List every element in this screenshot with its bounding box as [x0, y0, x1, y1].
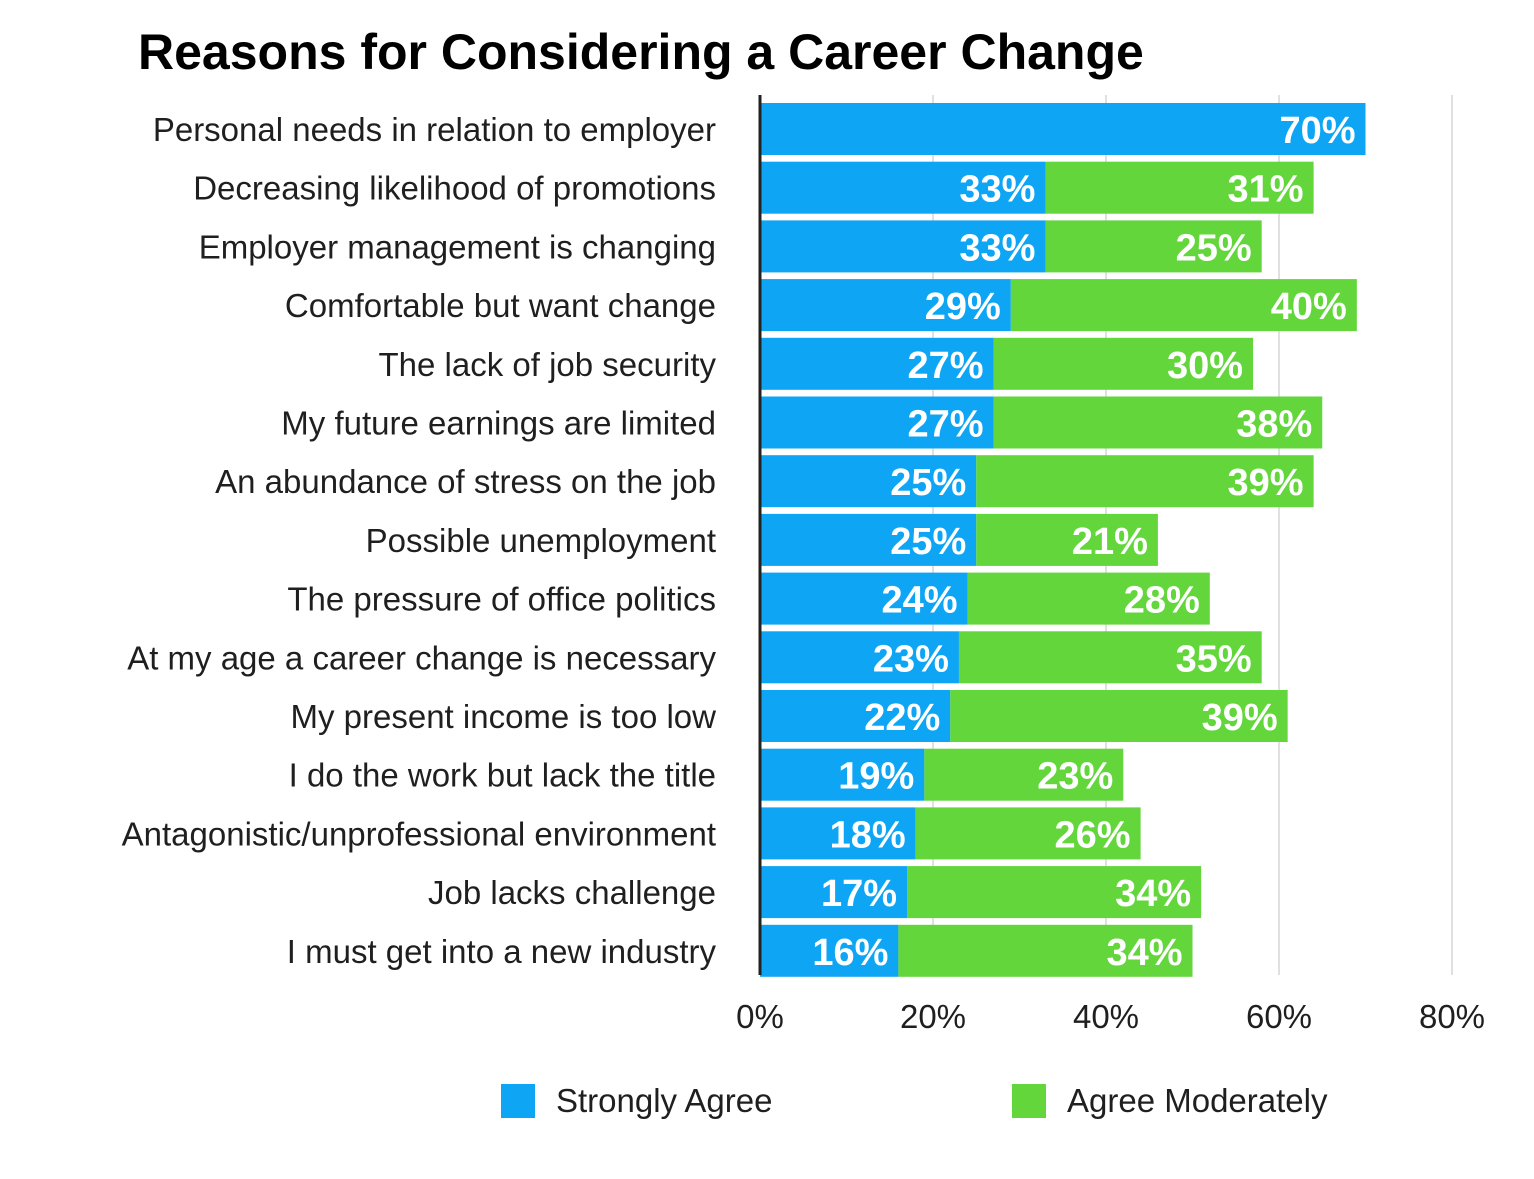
category-label: Job lacks challenge: [428, 874, 716, 911]
category-label: Possible unemployment: [366, 522, 716, 559]
bar-strongly-agree: [760, 396, 994, 449]
bar-agree-moderately: [950, 690, 1288, 742]
bar-strongly-agree: [760, 161, 1046, 214]
category-label: I must get into a new industry: [287, 933, 717, 970]
category-label: The lack of job security: [379, 346, 717, 383]
bar-agree-moderately: [993, 396, 1323, 449]
data-label: 19%: [838, 756, 914, 798]
x-tick-label: 60%: [1246, 998, 1312, 1035]
data-label: 16%: [812, 932, 888, 974]
bar-strongly-agree: [760, 690, 951, 742]
data-label: 35%: [1176, 638, 1252, 680]
bar-agree-moderately: [976, 455, 1314, 508]
data-label: 22%: [864, 697, 940, 739]
bar-strongly-agree: [760, 455, 977, 508]
data-label: 39%: [1202, 697, 1278, 739]
bar-strongly-agree: [760, 337, 994, 390]
data-label: 34%: [1115, 873, 1191, 915]
data-label: 25%: [890, 521, 966, 563]
bar-agree-moderately: [1045, 220, 1262, 273]
category-label: The pressure of office politics: [287, 581, 716, 618]
bar-strongly-agree: [760, 748, 925, 801]
category-label: Employer management is changing: [199, 228, 716, 265]
bar-strongly-agree: [760, 807, 916, 860]
data-label: 33%: [959, 169, 1035, 211]
legend-label: Strongly Agree: [556, 1082, 772, 1119]
category-label: Comfortable but want change: [285, 287, 716, 324]
data-label: 34%: [1106, 932, 1182, 974]
bar-agree-moderately: [993, 337, 1254, 390]
data-label: 21%: [1072, 521, 1148, 563]
data-label: 25%: [890, 462, 966, 504]
data-label: 26%: [1055, 814, 1131, 856]
bar-agree-moderately: [976, 513, 1158, 566]
legend-swatch-agree-moderately: [1012, 1084, 1046, 1118]
labels-layer: Personal needs in relation to employer 70…: [122, 110, 1356, 974]
legend: Strongly Agree Agree Moderately: [501, 1082, 1328, 1119]
data-label: 70%: [1279, 110, 1355, 152]
x-tick-label: 40%: [1073, 998, 1139, 1035]
axis-layer: 0% 20% 40% 60% 80%: [736, 95, 1485, 1035]
data-label: 24%: [882, 580, 958, 622]
data-label: 17%: [821, 873, 897, 915]
bar-strongly-agree: [760, 572, 968, 625]
bar-strongly-agree: [760, 220, 1046, 273]
bar-strongly-agree: [760, 866, 908, 919]
data-label: 23%: [1037, 756, 1113, 798]
data-label: 29%: [925, 286, 1001, 328]
data-label: 38%: [1236, 404, 1312, 446]
x-tick-label: 0%: [736, 998, 784, 1035]
data-label: 27%: [907, 404, 983, 446]
category-label: At my age a career change is necessary: [127, 639, 716, 676]
data-label: 40%: [1271, 286, 1347, 328]
bar-agree-moderately: [915, 807, 1141, 860]
data-label: 27%: [907, 345, 983, 387]
x-tick-label: 20%: [900, 998, 966, 1035]
legend-label: Agree Moderately: [1067, 1082, 1328, 1119]
category-label: My future earnings are limited: [281, 405, 716, 442]
bar-strongly-agree: [760, 513, 977, 566]
category-label: Decreasing likelihood of promotions: [193, 170, 716, 207]
category-label: Antagonistic/unprofessional environment: [122, 815, 716, 852]
data-label: 23%: [873, 638, 949, 680]
data-label: 31%: [1228, 169, 1304, 211]
category-label: My present income is too low: [290, 698, 716, 735]
bar-strongly-agree: [760, 103, 1366, 155]
bar-agree-moderately: [898, 924, 1193, 977]
bar-agree-moderately: [1045, 161, 1314, 214]
category-label: Personal needs in relation to employer: [153, 111, 716, 148]
x-tick-label: 80%: [1419, 998, 1485, 1035]
bar-agree-moderately: [924, 748, 1124, 801]
bar-agree-moderately: [958, 631, 1262, 684]
data-label: 25%: [1176, 227, 1252, 269]
data-label: 28%: [1124, 580, 1200, 622]
bar-agree-moderately: [907, 866, 1202, 919]
bar-strongly-agree: [760, 924, 899, 977]
data-label: 39%: [1228, 462, 1304, 504]
data-label: 30%: [1167, 345, 1243, 387]
bar-agree-moderately: [1010, 279, 1357, 332]
bars-layer: [760, 103, 1366, 977]
data-label: 18%: [830, 814, 906, 856]
legend-swatch-strongly-agree: [501, 1084, 535, 1118]
category-label: I do the work but lack the title: [289, 757, 716, 794]
bar-agree-moderately: [967, 572, 1210, 625]
bar-strongly-agree: [760, 631, 959, 684]
data-label: 33%: [959, 227, 1035, 269]
chart-title: Reasons for Considering a Career Change: [138, 24, 1144, 80]
bar-strongly-agree: [760, 279, 1011, 332]
category-label: An abundance of stress on the job: [215, 463, 716, 500]
